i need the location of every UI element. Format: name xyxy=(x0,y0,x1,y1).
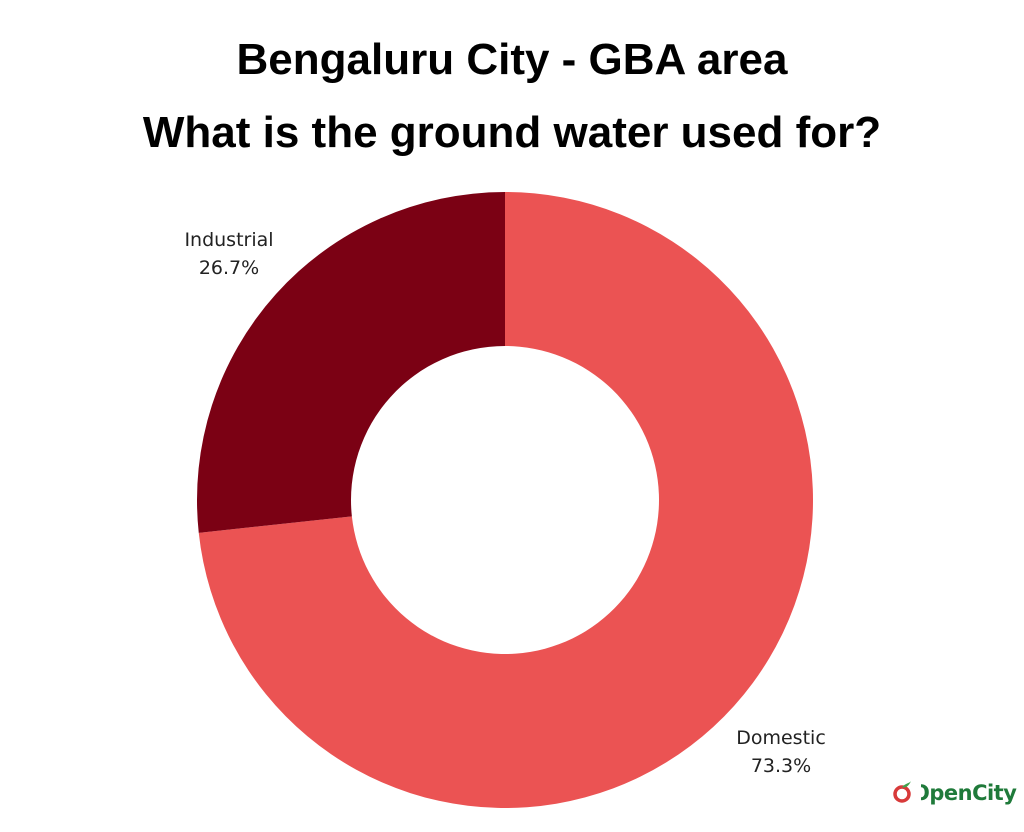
slice-label-domestic: Domestic xyxy=(736,727,826,749)
opencity-logo: OpenCity xyxy=(893,779,1016,809)
chart-subtitle: What is the ground water used for? xyxy=(142,108,882,157)
donut-slice-industrial xyxy=(197,192,505,533)
donut-slice-domestic xyxy=(198,192,813,809)
chart-title: Bengaluru City - GBA area xyxy=(236,35,788,84)
opencity-logo-icon xyxy=(893,781,911,803)
slice-value-domestic: 73.3% xyxy=(751,755,811,777)
slice-value-industrial: 26.7% xyxy=(199,257,259,279)
slice-label-industrial: Industrial xyxy=(184,229,273,251)
logo-text: OpenCity xyxy=(912,781,1017,805)
